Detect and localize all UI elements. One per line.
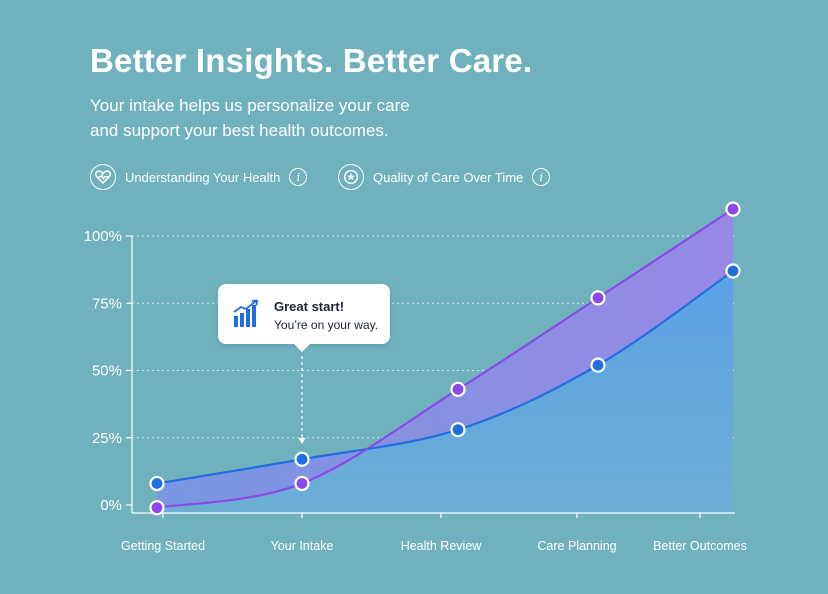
point-understanding[interactable] (590, 357, 606, 373)
info-icon[interactable]: i (289, 168, 308, 186)
x-tick-label: Better Outcomes (653, 539, 747, 553)
point-understanding[interactable] (450, 422, 466, 438)
point-quality[interactable] (450, 381, 466, 397)
info-icon[interactable]: i (532, 168, 551, 186)
y-tick-label: 0% (100, 497, 122, 514)
y-tick-label: 75% (92, 295, 122, 312)
point-quality[interactable] (725, 201, 741, 217)
point-quality[interactable] (590, 290, 606, 306)
point-quality[interactable] (294, 475, 310, 492)
area-understanding (157, 270, 733, 513)
point-quality[interactable] (149, 500, 165, 516)
legend-item-understanding: Understanding Your Health i (90, 162, 308, 192)
page-subtitle: Your intake helps us personalize your ca… (90, 93, 510, 143)
legend-label: Quality of Care Over Time (373, 169, 524, 185)
x-tick-label: Health Review (401, 539, 483, 553)
point-understanding[interactable] (725, 263, 741, 279)
legend-item-quality: Quality of Care Over Time i (338, 162, 551, 192)
tooltip-card: Great start! You’re on your way. (218, 284, 390, 352)
subtitle-line-1: Your intake helps us personalize your ca… (90, 96, 410, 115)
legend-label: Understanding Your Health (125, 169, 281, 185)
star-badge-icon (338, 164, 364, 190)
y-tick-label: 50% (92, 363, 122, 380)
page-title: Better Insights. Better Care. (90, 42, 533, 79)
heart-pulse-icon (90, 164, 116, 190)
tooltip-title: Great start! (274, 299, 345, 314)
subtitle-line-2: and support your best health outcomes. (90, 121, 389, 140)
point-understanding[interactable] (149, 475, 165, 492)
tooltip-text: You’re on your way. (274, 318, 379, 332)
x-tick-label: Getting Started (121, 539, 205, 553)
x-tick-label: Your Intake (271, 539, 334, 553)
bar-chart-growth-icon (232, 299, 262, 334)
point-understanding[interactable] (294, 451, 310, 467)
y-tick-label: 100% (84, 228, 122, 245)
tooltip-pointer-arrow (298, 438, 306, 444)
x-tick-label: Care Planning (537, 539, 616, 553)
area-quality (157, 209, 733, 508)
y-tick-label: 25% (92, 430, 122, 447)
